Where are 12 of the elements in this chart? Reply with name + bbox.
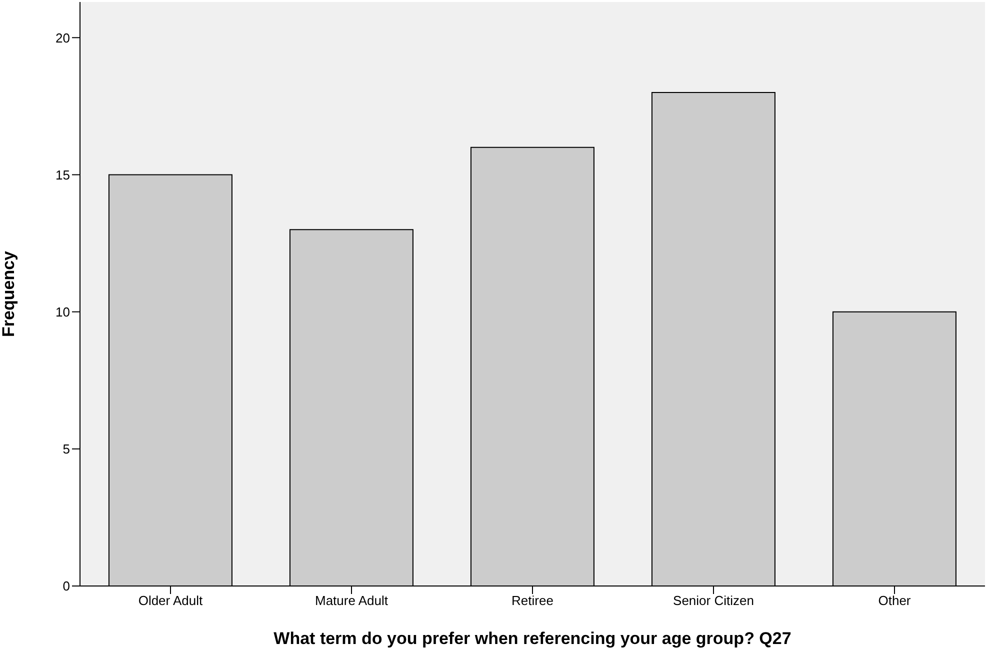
y-tick-label: 20: [56, 30, 70, 46]
y-tick-label: 0: [62, 578, 70, 594]
x-tick-label: Older Adult: [138, 593, 204, 608]
x-axis-title: What term do you prefer when referencing your age group? Q27: [274, 629, 792, 648]
x-tick-label: Other: [878, 593, 912, 608]
x-tick-label: Mature Adult: [315, 593, 388, 608]
y-axis-title: Frequency: [0, 250, 18, 337]
x-tick-label: Retiree: [512, 593, 554, 608]
y-tick-label: 15: [56, 167, 70, 182]
y-tick-label: 5: [62, 442, 70, 457]
x-tick-label: Senior Citizen: [673, 593, 754, 608]
y-tick-label: 10: [56, 304, 70, 320]
